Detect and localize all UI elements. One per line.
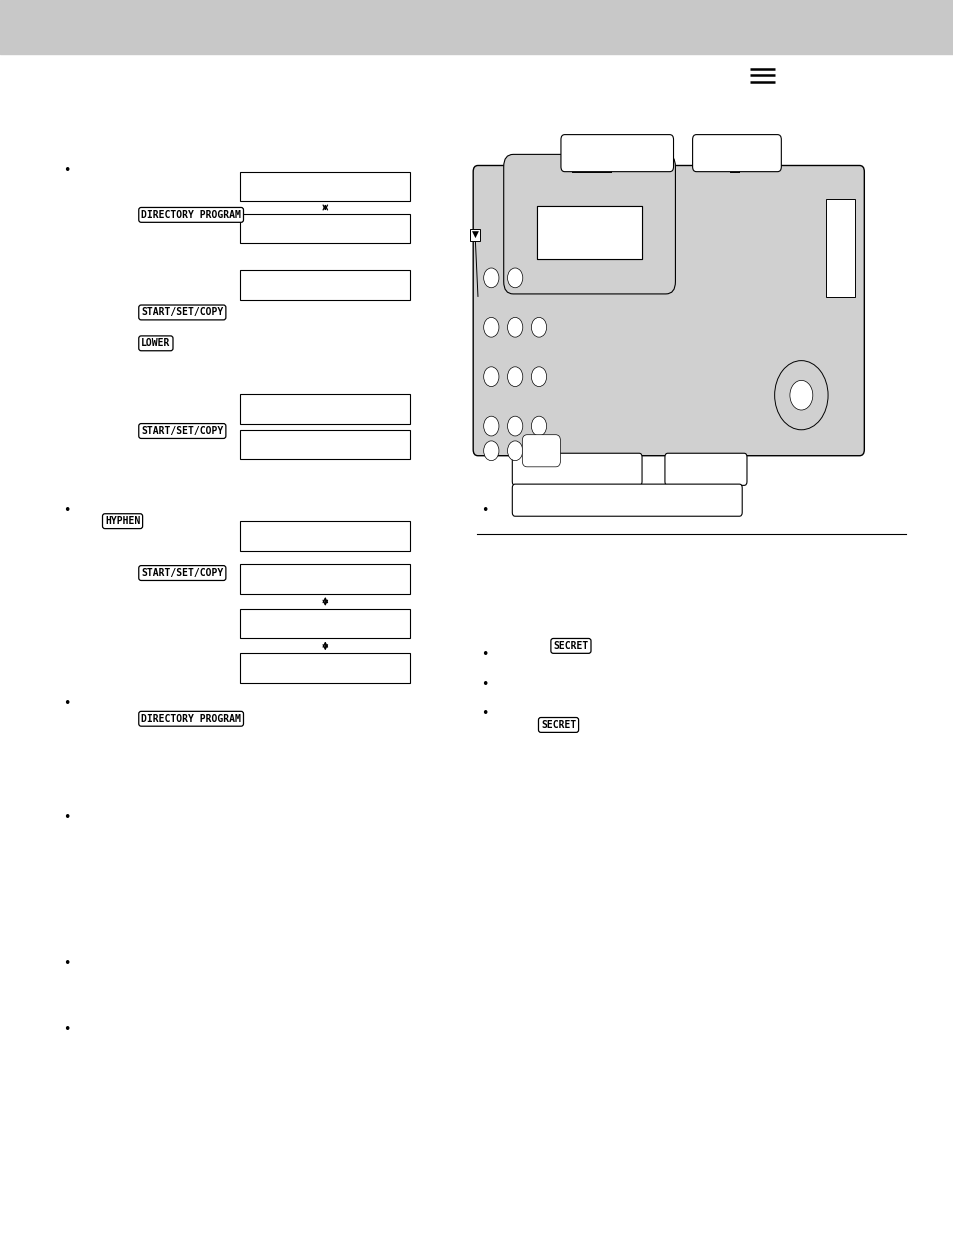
Text: LOWER: LOWER [141, 338, 171, 348]
FancyBboxPatch shape [560, 135, 673, 172]
Bar [240, 214, 410, 243]
Text: DIRECTORY PROGRAM: DIRECTORY PROGRAM [141, 210, 241, 220]
FancyBboxPatch shape [473, 165, 863, 456]
Text: •: • [63, 811, 71, 824]
FancyBboxPatch shape [512, 484, 741, 516]
Text: START/SET/COPY: START/SET/COPY [141, 568, 223, 578]
Circle shape [774, 361, 827, 430]
Text: •: • [480, 708, 488, 720]
Circle shape [531, 317, 546, 337]
Circle shape [531, 367, 546, 387]
Text: •: • [63, 504, 71, 516]
Circle shape [483, 317, 498, 337]
Text: •: • [480, 678, 488, 690]
Bar [537, 206, 641, 259]
Circle shape [507, 317, 522, 337]
Text: DIRECTORY PROGRAM: DIRECTORY PROGRAM [141, 714, 241, 724]
Text: START/SET/COPY: START/SET/COPY [141, 426, 223, 436]
Circle shape [483, 416, 498, 436]
FancyBboxPatch shape [503, 154, 675, 294]
Text: •: • [63, 957, 71, 969]
Circle shape [507, 416, 522, 436]
FancyBboxPatch shape [522, 435, 559, 467]
Circle shape [507, 441, 522, 461]
Bar [537, 206, 641, 259]
FancyBboxPatch shape [692, 135, 781, 172]
Bar [240, 521, 410, 551]
Circle shape [483, 367, 498, 387]
Bar [825, 200, 854, 296]
FancyBboxPatch shape [664, 453, 746, 485]
Circle shape [507, 268, 522, 288]
Text: SECRET: SECRET [553, 641, 588, 651]
Circle shape [507, 367, 522, 387]
FancyBboxPatch shape [512, 453, 641, 485]
Bar [240, 394, 410, 424]
Text: HYPHEN: HYPHEN [105, 516, 140, 526]
Text: START/SET/COPY: START/SET/COPY [141, 308, 223, 317]
Bar [0, 0, 953, 54]
Circle shape [483, 441, 498, 461]
Text: •: • [63, 164, 71, 177]
Text: SECRET: SECRET [540, 720, 576, 730]
Bar [240, 609, 410, 638]
Bar [240, 653, 410, 683]
Text: ▼: ▼ [471, 230, 478, 240]
Bar [240, 172, 410, 201]
Text: •: • [480, 648, 488, 661]
Text: •: • [63, 698, 71, 710]
Bar [240, 564, 410, 594]
Text: •: • [480, 504, 488, 516]
Bar [240, 270, 410, 300]
Text: •: • [63, 1024, 71, 1036]
Circle shape [483, 268, 498, 288]
Circle shape [789, 380, 812, 410]
Circle shape [531, 416, 546, 436]
Bar [240, 430, 410, 459]
